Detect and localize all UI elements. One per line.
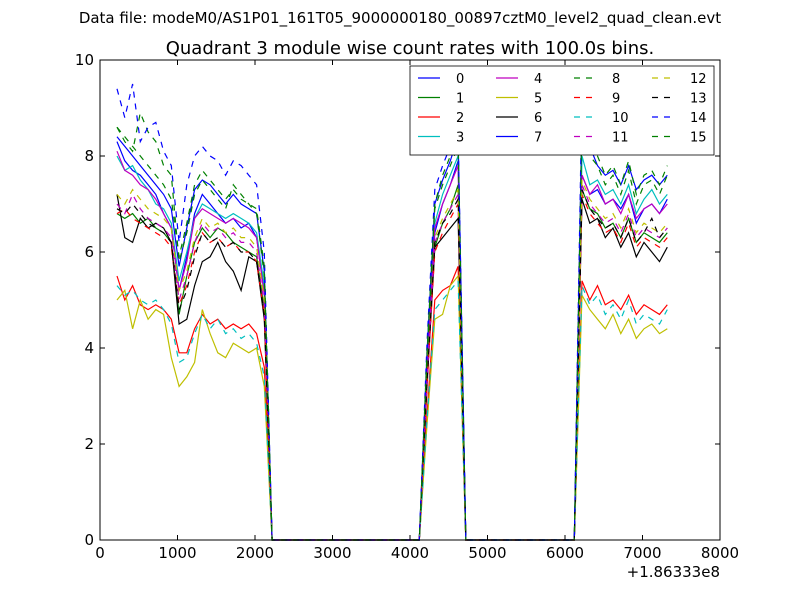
chart-title: Quadrant 3 module wise count rates with … [166, 38, 655, 59]
y-tick-label: 6 [84, 243, 94, 261]
legend-label-15: 15 [690, 131, 707, 146]
legend-label-12: 12 [690, 72, 707, 87]
series-line-10 [116, 279, 668, 541]
x-tick-label: 4000 [391, 544, 429, 562]
series-line-11 [116, 184, 668, 541]
series-line-2 [116, 266, 668, 541]
y-tick-label: 0 [84, 531, 94, 549]
x-tick-label: 1000 [158, 544, 196, 562]
series-line-13 [116, 189, 668, 541]
legend-label-1: 1 [456, 92, 464, 107]
legend-label-5: 5 [534, 92, 542, 107]
legend-label-9: 9 [612, 92, 620, 107]
legend-label-2: 2 [456, 111, 464, 126]
legend-label-4: 4 [534, 72, 542, 87]
x-tick-label: 5000 [468, 544, 506, 562]
x-tick-label: 7000 [623, 544, 661, 562]
series-line-5 [116, 274, 668, 541]
series-line-3 [116, 155, 668, 541]
x-tick-label: 0 [95, 544, 105, 562]
series-line-9 [116, 194, 668, 541]
y-tick-label: 2 [84, 435, 94, 453]
x-tick-label: 2000 [236, 544, 274, 562]
legend-label-8: 8 [612, 72, 620, 87]
legend-label-0: 0 [456, 72, 464, 87]
x-tick-label: 8000 [701, 544, 739, 562]
chart-suptitle: Data file: modeM0/AS1P01_161T05_90000001… [79, 9, 721, 28]
x-offset-label: +1.86333e8 [627, 563, 720, 581]
legend-box [409, 65, 715, 156]
y-tick-label: 4 [84, 339, 94, 357]
legend-label-7: 7 [534, 131, 542, 146]
y-tick-label: 10 [75, 51, 94, 69]
y-tick-label: 8 [84, 147, 94, 165]
legend-label-11: 11 [612, 131, 629, 146]
legend-label-3: 3 [456, 131, 464, 146]
x-tick-label: 3000 [313, 544, 351, 562]
legend-label-10: 10 [612, 111, 629, 126]
series-line-0 [116, 141, 668, 541]
legend-label-14: 14 [690, 111, 707, 126]
legend-label-6: 6 [534, 111, 542, 126]
legend-label-13: 13 [690, 92, 707, 107]
x-tick-label: 6000 [546, 544, 584, 562]
series-line-6 [116, 194, 668, 541]
series-line-1 [116, 184, 668, 541]
